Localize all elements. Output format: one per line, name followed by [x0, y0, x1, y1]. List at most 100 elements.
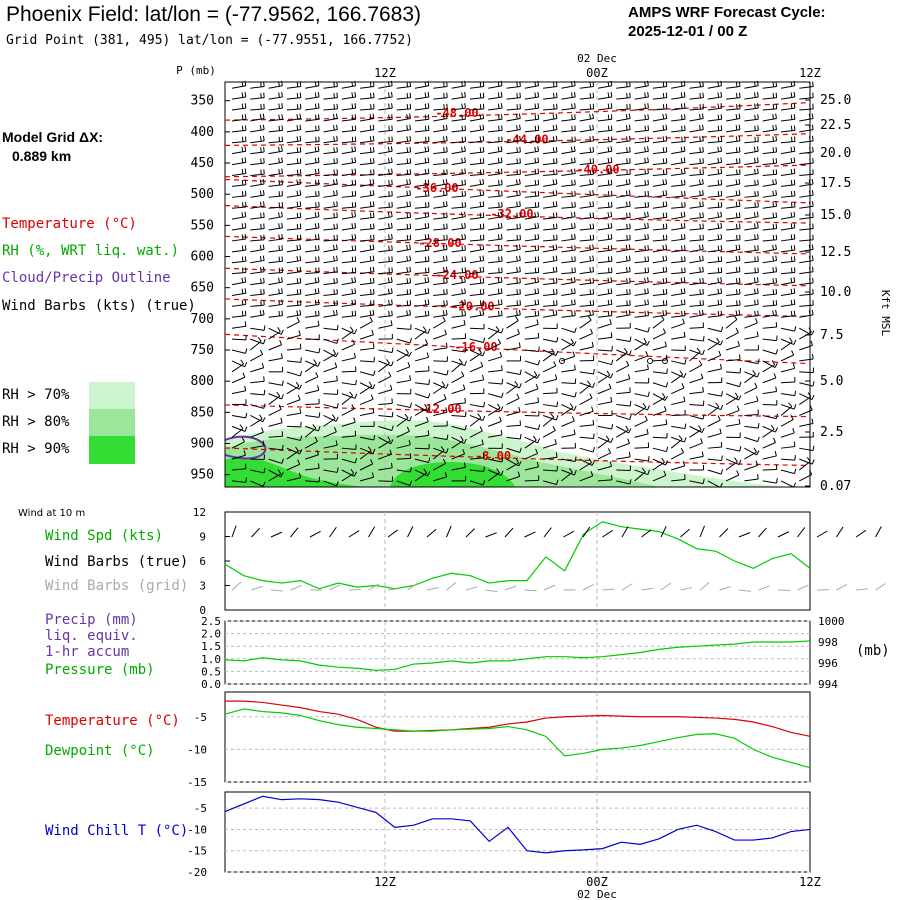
forecast-cycle: AMPS WRF Forecast Cycle: 2025-12-01 / 00… — [628, 3, 826, 41]
wind-barb-shaft — [780, 338, 795, 346]
wind-barb-shaft — [780, 260, 795, 264]
wind-barb-shaft — [524, 315, 539, 318]
wind-barb-flag — [424, 146, 427, 152]
wind-barb-flag — [756, 211, 759, 217]
wind-barb-shaft — [652, 97, 667, 100]
wind-barb-flag — [717, 157, 720, 163]
pressure-line — [224, 640, 811, 671]
wind-barb-shaft — [305, 349, 319, 354]
wind-barb-shaft — [579, 382, 594, 389]
wind-barb-shaft — [689, 425, 703, 433]
wind-barb-flag — [681, 310, 683, 317]
wind-barb-shaft — [597, 436, 612, 443]
pressure-tick-label: 450 — [191, 156, 214, 171]
wind-barb-flag — [461, 114, 464, 120]
wind-barb-shaft — [799, 282, 814, 286]
wind-barb-shaft — [670, 452, 684, 460]
wind-barb-shaft — [671, 129, 686, 133]
wind-barb-shaft — [744, 129, 759, 133]
wind-barb-shaft — [762, 442, 776, 449]
wind-barb-flag — [607, 288, 610, 294]
wind-barb-shaft — [616, 480, 631, 485]
wind-barb-flag — [317, 222, 320, 228]
wind-barb-flag — [552, 256, 555, 262]
wind-barb-shaft — [671, 465, 685, 471]
wind-barb-flag — [369, 114, 372, 120]
wind-barb-flag — [790, 103, 793, 109]
wind-barb-flag — [610, 168, 613, 174]
wind-barb-flag — [387, 277, 390, 283]
wind-barb-flag — [702, 386, 704, 393]
wind-barb-flag — [298, 330, 301, 336]
temperature-contour-label: -48.00 — [435, 106, 478, 120]
wind-barb-shaft — [744, 161, 759, 166]
wind-barb-shaft — [359, 320, 373, 329]
wind-barb-flag — [574, 233, 576, 240]
wind-barb-flag — [684, 256, 686, 262]
wind-barb-flag — [683, 114, 686, 120]
wind-barb-shaft — [561, 195, 576, 198]
wind-barb-shaft — [762, 271, 777, 275]
wind-barb-flag — [537, 179, 540, 185]
wind-barb-shaft — [524, 303, 539, 307]
wind-barb-flag — [244, 385, 247, 391]
wind-barb-flag — [662, 244, 665, 251]
wind-barb-shaft — [506, 151, 521, 155]
wind-barb-flag — [482, 266, 485, 272]
wind-barb-flag — [754, 114, 756, 120]
wind-barb-flag — [537, 125, 540, 131]
wind-barb-shaft — [744, 413, 759, 416]
wind-barb-flag — [587, 380, 591, 386]
wind-barb-shaft — [323, 393, 338, 395]
wind-barb-flag — [811, 353, 814, 360]
wind-barb-flag — [406, 223, 409, 229]
wind-barb-shaft — [396, 366, 410, 373]
wind-barb-shaft — [634, 446, 649, 449]
wind-barb-flag — [809, 147, 811, 153]
wind-barb-shaft — [652, 332, 666, 340]
wind-barb-shaft — [323, 260, 338, 264]
wind-barb-flag — [336, 201, 338, 207]
wind-barb-flag — [427, 233, 430, 240]
wind-barb-shaft — [305, 425, 319, 432]
wind-barb-flag — [717, 310, 720, 317]
wind-barb-flag — [479, 212, 482, 218]
wind-barb-shaft — [725, 461, 738, 471]
wind-barb-10m — [797, 527, 806, 538]
wind-barb-flag — [501, 190, 503, 196]
wind-barb-flag — [775, 190, 778, 196]
wind-barb-flag — [259, 310, 262, 316]
wind-barb-flag — [391, 245, 393, 251]
wind-barb-flag — [244, 157, 247, 163]
wind-barb-flag — [665, 419, 668, 425]
legend-rh70: RH > 70% — [2, 387, 70, 403]
wind-barb-10m-grid — [621, 583, 633, 591]
wind-barb-shaft — [561, 150, 576, 155]
wind-barb-shaft — [780, 406, 793, 416]
wind-barb-shaft — [341, 249, 356, 253]
wind-barb-flag — [662, 212, 665, 218]
wind-barb-shaft — [671, 336, 686, 340]
wind-barb-shaft — [433, 447, 447, 454]
wind-barb-shaft — [652, 304, 667, 307]
wind-barb-flag — [391, 103, 393, 109]
wind-barb-shaft — [323, 239, 338, 242]
wind-barb-shaft — [286, 436, 301, 441]
wind-barb-flag — [427, 245, 430, 251]
wind-barb-shaft — [414, 85, 429, 89]
wind-barb-shaft — [780, 107, 795, 111]
wind-barb-flag — [793, 125, 796, 131]
wind-barb-shaft — [305, 85, 320, 89]
wind-barb-flag — [809, 92, 811, 99]
wind-barb-flag — [336, 212, 338, 218]
wind-barb-flag — [644, 415, 648, 421]
wind-barb-flag — [297, 394, 301, 400]
wind-barb-shaft — [268, 129, 283, 133]
wind-barb-flag — [391, 425, 394, 431]
wind-barb-flag — [260, 158, 262, 164]
wind-barb-flag — [792, 363, 796, 369]
wind-barb-flag — [702, 288, 704, 295]
wind-barb-flag — [296, 267, 299, 273]
wind-barb-shaft — [488, 216, 503, 220]
wind-barb-flag — [738, 266, 741, 272]
